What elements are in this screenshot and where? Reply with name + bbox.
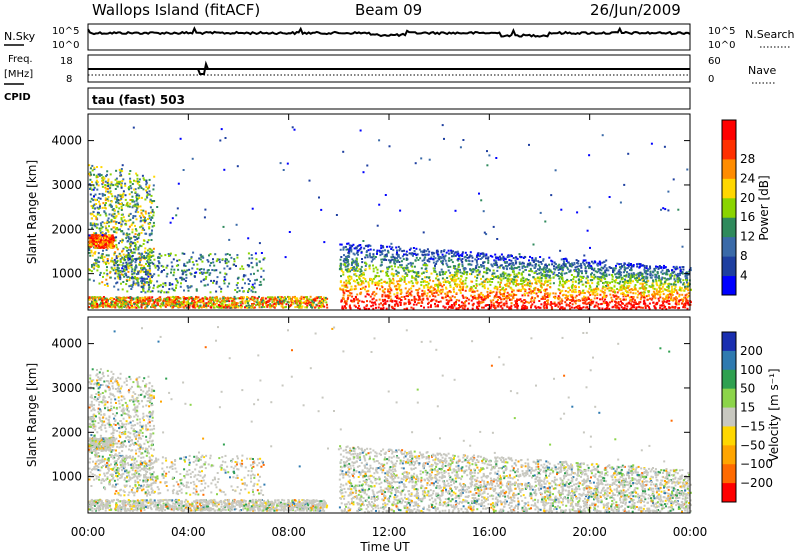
velocity-colorbar-tick: 50 <box>740 382 755 396</box>
cpid-strip: CPID tau (fast) 503 <box>4 87 691 110</box>
power-colorbar-swatch <box>722 139 736 160</box>
velocity-colorbar-swatch <box>722 426 736 446</box>
freq-tick-bottom: 8 <box>66 74 72 85</box>
power-data <box>88 124 692 311</box>
nsky-line <box>87 26 691 38</box>
power-colorbar-swatch <box>722 120 736 140</box>
date-label: 26/Jun/2009 <box>590 1 681 19</box>
power-colorbar-tick: 24 <box>740 171 755 185</box>
x-tick-label: 16:00 <box>472 525 507 539</box>
power-colorbar-swatch <box>722 158 736 179</box>
velocity-colorbar-tick: −15 <box>740 419 765 433</box>
velocity-colorbar-swatch <box>722 407 736 427</box>
velocity-colorbar: 200 100 50 15 −15 −50 −100 −200 Velocity [m s⁻¹… <box>721 331 781 503</box>
power-colorbar-tick: 16 <box>740 210 755 224</box>
y-tick-label: 3000 <box>51 178 82 192</box>
velocity-ylabel: Slant Range [km] <box>25 363 39 467</box>
nave-label: Nave <box>748 64 776 77</box>
power-colorbar-swatch <box>722 197 736 218</box>
velocity-colorbar-swatch <box>722 464 736 484</box>
power-colorbar-label: Power [dB] <box>757 175 771 240</box>
power-x-ticks <box>87 114 691 310</box>
velocity-colorbar-label: Velocity [m s⁻¹] <box>767 368 781 461</box>
velocity-colorbar-swatch <box>722 369 736 390</box>
title: Wallops Island (fitACF) <box>92 1 260 19</box>
x-tick-label: 08:00 <box>271 525 306 539</box>
y-tick-label: 4000 <box>51 134 82 148</box>
power-colorbar-swatch <box>722 256 736 277</box>
velocity-colorbar-tick: −50 <box>740 438 765 452</box>
power-panel: 1000 2000 3000 4000 Slant Range [km] <box>25 113 692 311</box>
velocity-colorbar-tick: 100 <box>740 363 763 377</box>
velocity-colorbar-tick: −200 <box>740 476 773 490</box>
x-tick-label: 04:00 <box>171 525 206 539</box>
nsearch-tick-bottom: 10^0 <box>708 40 735 51</box>
velocity-x-tick-labels: 00:00 04:00 08:00 12:00 16:00 20:00 00:00 <box>71 525 708 539</box>
power-y-ticks: 1000 2000 3000 4000 <box>51 134 690 281</box>
power-colorbar-swatch <box>722 178 736 199</box>
nsearch-tick-top: 10^5 <box>708 26 735 37</box>
power-colorbar-swatch <box>722 275 736 296</box>
x-tick-label: 20:00 <box>572 525 607 539</box>
velocity-y-ticks: 1000 2000 3000 4000 <box>51 337 690 484</box>
y-tick-label: 1000 <box>51 470 82 484</box>
nsky-tick-bottom: 10^0 <box>52 40 79 51</box>
y-tick-label: 3000 <box>51 381 82 395</box>
y-tick-label: 4000 <box>51 337 82 351</box>
velocity-panel: 1000 2000 3000 4000 00:00 04:00 08:00 12:00 16:… <box>25 316 708 554</box>
noise-strip: N.Sky 10^5 10^0 10^5 10^0 N.Search <box>4 23 795 51</box>
power-colorbar-swatch <box>722 217 736 238</box>
cpid-label: CPID <box>4 92 31 103</box>
y-tick-label: 2000 <box>51 425 82 439</box>
velocity-colorbar-swatch <box>722 388 736 409</box>
freq-jump <box>197 60 209 75</box>
velocity-colorbar-swatch <box>722 332 736 352</box>
velocity-x-ticks <box>87 317 691 513</box>
power-colorbar-tick: 12 <box>740 230 755 244</box>
velocity-colorbar-tick: 15 <box>740 401 755 415</box>
nsky-tick-top: 10^5 <box>52 26 79 37</box>
velocity-colorbar-swatch <box>722 445 736 465</box>
x-tick-label: 12:00 <box>372 525 407 539</box>
power-ylabel: Slant Range [km] <box>25 160 39 264</box>
velocity-colorbar-swatch <box>722 350 736 371</box>
nave-tick-bottom: 0 <box>708 74 714 85</box>
cpid-value: tau (fast) 503 <box>92 93 185 107</box>
velocity-colorbar-swatch <box>722 483 736 503</box>
power-colorbar-swatch <box>722 236 736 257</box>
velocity-colorbar-tick: 200 <box>740 344 763 358</box>
velocity-colorbar-tick: −100 <box>740 457 773 471</box>
power-colorbar-tick: 28 <box>740 152 755 166</box>
x-tick-label: 00:00 <box>71 525 106 539</box>
freq-strip: Freq. [MHz] 18 8 60 0 Nave <box>4 54 776 85</box>
power-colorbar: 4 8 12 16 20 24 28 Power [dB] <box>721 119 771 296</box>
power-colorbar-tick: 8 <box>740 249 748 263</box>
freq-units: [MHz] <box>4 69 33 80</box>
freq-label: Freq. <box>8 54 33 65</box>
beam-label: Beam 09 <box>355 1 422 19</box>
nsearch-label: N.Search <box>745 28 795 41</box>
y-tick-label: 2000 <box>51 222 82 236</box>
nave-tick-top: 60 <box>708 56 721 67</box>
x-tick-label: 00:00 <box>673 525 708 539</box>
power-colorbar-tick: 4 <box>740 269 748 283</box>
velocity-xlabel: Time UT <box>359 540 410 554</box>
y-tick-label: 1000 <box>51 267 82 281</box>
velocity-data <box>88 326 692 514</box>
freq-tick-top: 18 <box>60 56 73 67</box>
power-colorbar-tick: 20 <box>740 191 755 205</box>
nsky-label: N.Sky <box>4 30 36 43</box>
